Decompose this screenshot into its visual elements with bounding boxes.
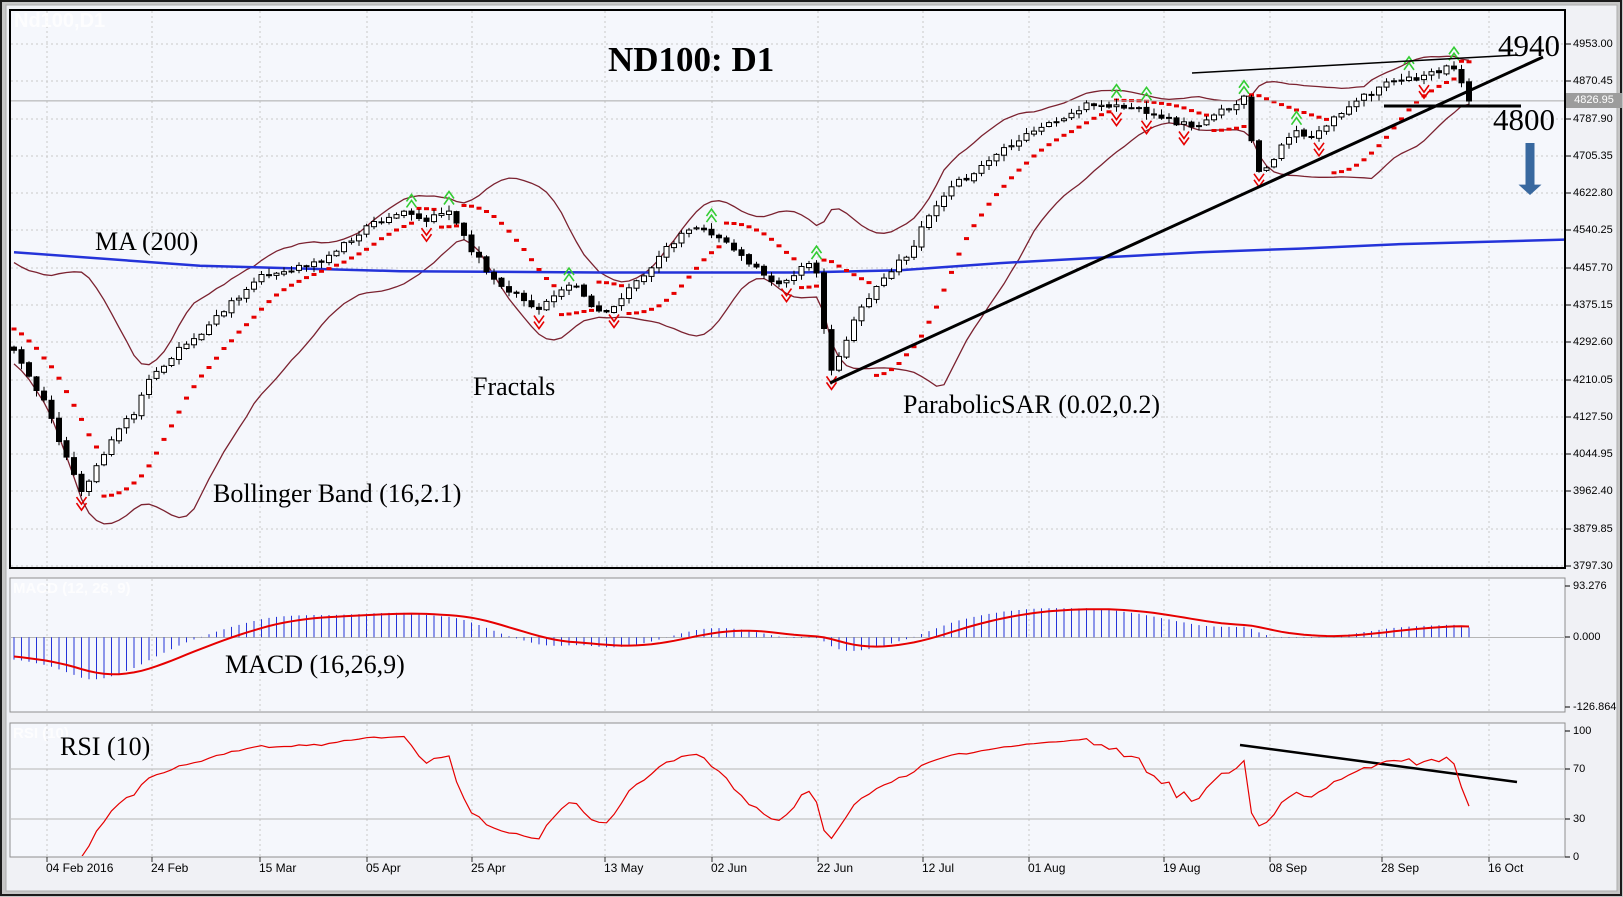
price-axis-label: 4953.00 (1573, 38, 1613, 50)
price-axis-label: 4540.25 (1573, 224, 1613, 237)
fractals-indicator-label: Fractals (473, 372, 556, 401)
rsi-watermark: RSI (10) (13, 725, 69, 742)
candlestick-series (11, 61, 1472, 497)
macd-series (13, 608, 1470, 680)
price-axis-label: 4457.70 (1573, 261, 1613, 274)
rsi-indicator-label: RSI (10) (60, 732, 151, 761)
bollinger-indicator-label: Bollinger Band (16,2.1) (213, 479, 462, 508)
date-axis-label: 19 Aug (1163, 861, 1201, 875)
date-axis-label: 12 Jul (922, 861, 955, 875)
price-axis-label: 4622.80 (1573, 187, 1613, 200)
price-axis-label: 4044.95 (1573, 448, 1613, 461)
date-axis-label: 24 Feb (151, 861, 189, 875)
ma-indicator-label: MA (200) (95, 227, 199, 256)
ma200-line (13, 238, 1564, 274)
current-price-tag: 4826.95 (1566, 93, 1622, 108)
date-axis-label: 05 Apr (366, 861, 401, 875)
rsi-axis-label: 100 (1573, 725, 1592, 737)
price-axis-label: 4127.50 (1573, 410, 1613, 423)
price-axis-label: 4210.05 (1573, 373, 1613, 386)
rsi-series (81, 735, 1470, 856)
price-axis-label: 3797.30 (1573, 560, 1613, 572)
psar-indicator-label: ParabolicSAR (0.02,0.2) (903, 390, 1161, 419)
resistance-trendline (1191, 54, 1519, 74)
main-series (11, 45, 1564, 525)
price-axis-label: 3879.85 (1573, 522, 1613, 535)
price-axis-label: 4292.60 (1573, 336, 1613, 349)
price-axis-label: 4705.35 (1573, 149, 1613, 162)
date-axis-label: 08 Sep (1269, 861, 1308, 875)
price-axis-label: 3962.40 (1573, 485, 1613, 498)
rsi-axis-label: 70 (1573, 762, 1586, 775)
price-axis-label: 4787.90 (1573, 112, 1613, 125)
grid-lines (11, 11, 1571, 862)
rsi-axis-label: 0 (1573, 851, 1580, 863)
date-axis-label: 02 Jun (711, 861, 748, 875)
support-level-label: 4800 (1493, 102, 1555, 137)
symbol-watermark: Nd100,D1 (14, 10, 106, 32)
date-axis-label: 28 Sep (1381, 861, 1420, 875)
rsi-axis-label: 30 (1573, 813, 1586, 826)
price-axis-label: 4375.15 (1573, 299, 1613, 311)
price-axis-label: 4870.45 (1573, 75, 1613, 88)
macd-axis-label: 93.276 (1573, 580, 1607, 592)
date-axis-label: 22 Jun (817, 861, 854, 875)
main-uptrend-line (829, 55, 1544, 385)
fractal-arrows (75, 45, 1460, 512)
chart-title: ND100: D1 (608, 40, 775, 79)
date-axis-label: 13 May (604, 861, 644, 875)
macd-signal-line (13, 608, 1470, 676)
resistance-level-label: 4940 (1498, 28, 1560, 63)
sell-signal-arrow-icon (1518, 143, 1542, 195)
macd-indicator-label: MACD (16,26,9) (225, 650, 405, 679)
macd-watermark: MACD (12, 26, 9) (13, 580, 131, 597)
date-axis-label: 16 Oct (1488, 861, 1524, 875)
rsi-line (81, 735, 1470, 856)
macd-axis-label: -126.864 (1573, 701, 1617, 713)
macd-axis-label: 0.000 (1573, 631, 1601, 644)
date-axis-label: 01 Aug (1028, 861, 1066, 875)
date-axis-label: 15 Mar (259, 861, 297, 875)
date-axis-label: 04 Feb 2016 (46, 861, 114, 875)
date-axis-label: 25 Apr (471, 861, 506, 875)
